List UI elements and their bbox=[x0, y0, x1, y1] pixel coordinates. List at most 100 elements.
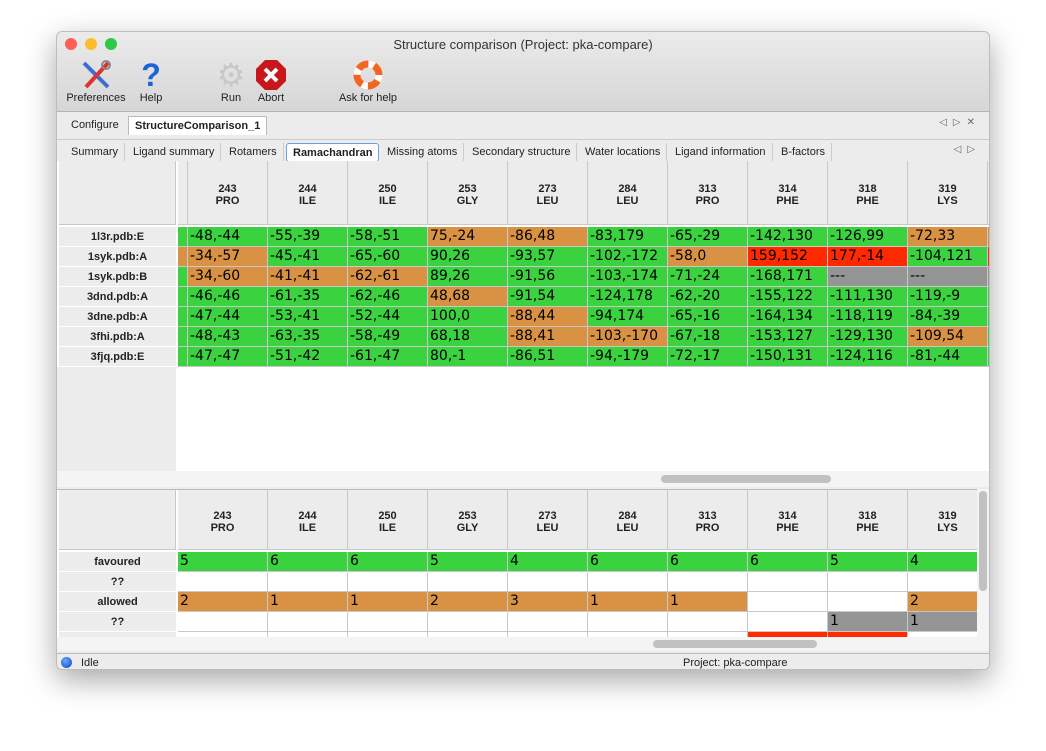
table-cell[interactable]: -155,122 bbox=[748, 287, 828, 307]
column-header[interactable]: 284 LEU bbox=[588, 490, 668, 550]
table-cell[interactable] bbox=[508, 572, 588, 592]
table-cell[interactable] bbox=[828, 572, 908, 592]
table-cell[interactable]: -124,116 bbox=[828, 347, 908, 367]
table-cell[interactable]: 1 bbox=[268, 592, 348, 612]
column-header[interactable]: 253 GLY bbox=[428, 490, 508, 550]
table-cell[interactable] bbox=[428, 612, 508, 632]
table-cell[interactable]: 6 bbox=[748, 552, 828, 572]
row-header[interactable]: 3fhi.pdb:A bbox=[59, 327, 176, 347]
table-cell[interactable]: 1 bbox=[828, 612, 908, 632]
table-cell[interactable]: -53,-41 bbox=[268, 307, 348, 327]
table-cell[interactable]: -83,179 bbox=[588, 227, 668, 247]
row-header[interactable]: ?? bbox=[59, 612, 176, 632]
tab-b-factors[interactable]: B-factors bbox=[775, 143, 833, 162]
column-header[interactable]: 319 LYS bbox=[908, 161, 988, 225]
table-cell[interactable]: -58,0 bbox=[668, 247, 748, 267]
table-cell[interactable]: -91,56 bbox=[508, 267, 588, 287]
tab-configure[interactable]: Configure bbox=[71, 119, 119, 131]
table-cell[interactable]: -142,130 bbox=[748, 227, 828, 247]
table-cell[interactable]: -41,-41 bbox=[268, 267, 348, 287]
table-cell[interactable] bbox=[268, 612, 348, 632]
table-cell[interactable]: 6 bbox=[588, 552, 668, 572]
table-cell[interactable]: -48,-44 bbox=[188, 227, 268, 247]
column-header[interactable]: 243 PRO bbox=[178, 490, 268, 550]
tab-water-locations[interactable]: Water locations bbox=[579, 143, 668, 162]
table-cell[interactable] bbox=[348, 572, 428, 592]
tab-secondary-structure[interactable]: Secondary structure bbox=[466, 143, 578, 162]
table-cell[interactable] bbox=[668, 572, 748, 592]
table-cell[interactable]: 89,26 bbox=[428, 267, 508, 287]
column-header[interactable]: 284 LEU bbox=[588, 161, 668, 225]
table-cell[interactable] bbox=[588, 572, 668, 592]
table-cell[interactable]: 1 bbox=[668, 592, 748, 612]
column-header[interactable]: 314 PHE bbox=[748, 161, 828, 225]
table-cell[interactable]: -126,99 bbox=[828, 227, 908, 247]
table-cell[interactable]: 3 bbox=[508, 592, 588, 612]
table-cell[interactable]: -111,130 bbox=[828, 287, 908, 307]
tab-ramachandran[interactable]: Ramachandran bbox=[286, 143, 380, 162]
table-cell[interactable]: 68,18 bbox=[428, 327, 508, 347]
table-cell[interactable] bbox=[748, 572, 828, 592]
table-cell[interactable]: -104,121 bbox=[908, 247, 988, 267]
table-cell[interactable]: -62,-46 bbox=[348, 287, 428, 307]
table-cell[interactable] bbox=[508, 612, 588, 632]
table-cell[interactable]: -86,51 bbox=[508, 347, 588, 367]
abort-button[interactable]: Abort bbox=[253, 58, 289, 104]
table-cell[interactable]: -58,-49 bbox=[348, 327, 428, 347]
row-header[interactable]: favoured bbox=[59, 552, 176, 572]
run-button[interactable]: ⚙ Run bbox=[213, 57, 249, 104]
column-header[interactable]: 314 PHE bbox=[748, 490, 828, 550]
table-cell[interactable]: -164,134 bbox=[748, 307, 828, 327]
table-cell[interactable]: -88,44 bbox=[508, 307, 588, 327]
column-header[interactable]: 253 GLY bbox=[428, 161, 508, 225]
table-cell[interactable] bbox=[748, 612, 828, 632]
close-tab-icon[interactable]: ✕ bbox=[966, 117, 981, 128]
table-cell[interactable]: 177,-14 bbox=[828, 247, 908, 267]
table-cell[interactable]: -47,-44 bbox=[188, 307, 268, 327]
table-cell[interactable] bbox=[908, 572, 988, 592]
column-header[interactable]: 243 PRO bbox=[188, 161, 268, 225]
table-cell[interactable]: -150,131 bbox=[748, 347, 828, 367]
close-window-button[interactable] bbox=[65, 38, 77, 50]
column-header[interactable]: 273 LEU bbox=[508, 161, 588, 225]
column-header[interactable]: 244 ILE bbox=[268, 161, 348, 225]
table-cell[interactable] bbox=[268, 572, 348, 592]
table-cell[interactable]: 75,-24 bbox=[428, 227, 508, 247]
row-header[interactable]: 1syk.pdb:B bbox=[59, 267, 176, 287]
table-cell[interactable]: -168,171 bbox=[748, 267, 828, 287]
tab-structurecomparison-1[interactable]: StructureComparison_1 bbox=[128, 116, 268, 135]
minimize-window-button[interactable] bbox=[85, 38, 97, 50]
column-header[interactable]: 318 PHE bbox=[828, 490, 908, 550]
column-header[interactable]: 313 PRO bbox=[668, 161, 748, 225]
table-cell[interactable]: 6 bbox=[268, 552, 348, 572]
row-header[interactable]: 3fjq.pdb:E bbox=[59, 347, 176, 367]
row-header[interactable]: 3dne.pdb:A bbox=[59, 307, 176, 327]
table-cell[interactable]: -109,54 bbox=[908, 327, 988, 347]
table-cell[interactable]: 90,26 bbox=[428, 247, 508, 267]
table-cell[interactable]: 48,68 bbox=[428, 287, 508, 307]
tab-missing-atoms[interactable]: Missing atoms bbox=[381, 143, 465, 162]
tab-ligand-information[interactable]: Ligand information bbox=[669, 143, 773, 162]
table-cell[interactable]: -45,-41 bbox=[268, 247, 348, 267]
table-cell[interactable]: -81,-44 bbox=[908, 347, 988, 367]
scrollbar-thumb[interactable] bbox=[653, 640, 817, 648]
table-cell[interactable]: -55,-39 bbox=[268, 227, 348, 247]
table-cell[interactable]: -103,-174 bbox=[588, 267, 668, 287]
table-cell[interactable]: -58,-51 bbox=[348, 227, 428, 247]
table-cell[interactable]: -129,130 bbox=[828, 327, 908, 347]
table-cell[interactable]: -61,-35 bbox=[268, 287, 348, 307]
scrollbar-thumb[interactable] bbox=[979, 491, 987, 591]
scrollbar-thumb[interactable] bbox=[661, 475, 831, 483]
table-cell[interactable]: 6 bbox=[348, 552, 428, 572]
column-header[interactable]: 318 PHE bbox=[828, 161, 908, 225]
row-header[interactable]: 1syk.pdb:A bbox=[59, 247, 176, 267]
tab-ligand-summary[interactable]: Ligand summary bbox=[127, 143, 222, 162]
tab-next-icon[interactable]: ▷ bbox=[952, 117, 967, 128]
table-cell[interactable] bbox=[178, 612, 268, 632]
table-cell[interactable] bbox=[748, 592, 828, 612]
table-cell[interactable]: 80,-1 bbox=[428, 347, 508, 367]
table-cell[interactable]: -103,-170 bbox=[588, 327, 668, 347]
row-header[interactable]: 1l3r.pdb:E bbox=[59, 227, 176, 247]
tab-summary[interactable]: Summary bbox=[65, 143, 126, 162]
table-cell[interactable]: 4 bbox=[508, 552, 588, 572]
